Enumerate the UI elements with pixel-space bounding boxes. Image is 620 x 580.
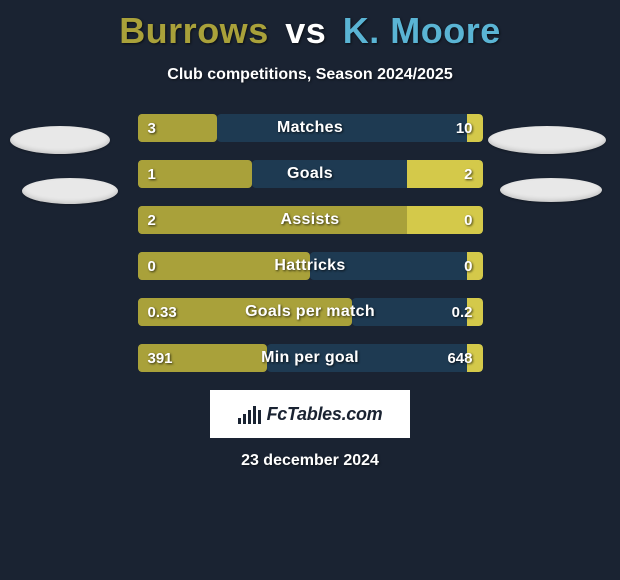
stat-value-left: 0 (148, 252, 156, 280)
stat-label: Goals (138, 160, 483, 188)
brand-bar (258, 410, 261, 424)
team-badge-left-1 (10, 126, 110, 154)
date-label: 23 december 2024 (0, 452, 620, 470)
player2-name: K. Moore (343, 10, 501, 51)
stat-value-right: 0.2 (452, 298, 473, 326)
brand-text: FcTables.com (267, 404, 383, 425)
brand-badge: FcTables.com (210, 390, 410, 438)
stat-row: Matches3 10 (138, 114, 483, 142)
stat-row: Hattricks0 0 (138, 252, 483, 280)
brand-bar (238, 418, 241, 424)
stat-label: Assists (138, 206, 483, 234)
player1-name: Burrows (119, 10, 269, 51)
stat-value-right: 10 (456, 114, 473, 142)
stat-value-left: 0.33 (148, 298, 177, 326)
stat-value-right: 648 (447, 344, 472, 372)
stats-chart: Matches310Goals12Assists20Hattricks00Goa… (0, 114, 620, 372)
stat-label: Hattricks (138, 252, 483, 280)
stat-label: Goals per match (138, 298, 483, 326)
subtitle: Club competitions, Season 2024/2025 (0, 66, 620, 84)
brand-bars-icon (238, 404, 261, 424)
stat-label: Min per goal (138, 344, 483, 372)
stat-row: Goals1 2 (138, 160, 483, 188)
team-badge-left-2 (22, 178, 118, 204)
stat-value-left: 3 (148, 114, 156, 142)
brand-bar (248, 410, 251, 424)
team-badge-right-2 (500, 178, 602, 202)
stat-value-right: 0 (464, 252, 472, 280)
stat-value-left: 2 (148, 206, 156, 234)
stat-value-right: 0 (464, 206, 472, 234)
brand-bar (243, 414, 246, 424)
stat-value-left: 1 (148, 160, 156, 188)
vs-label: vs (285, 10, 326, 51)
stat-row: Min per goal391 648 (138, 344, 483, 372)
stat-value-right: 2 (464, 160, 472, 188)
brand-bar (253, 406, 256, 424)
team-badge-right-1 (488, 126, 606, 154)
stat-bars: Matches310Goals12Assists20Hattricks00Goa… (138, 114, 483, 372)
page-title: Burrows vs K. Moore (0, 0, 620, 52)
stat-row: Assists2 0 (138, 206, 483, 234)
stat-value-left: 391 (148, 344, 173, 372)
stat-row: Goals per match0.33 0.2 (138, 298, 483, 326)
stat-label: Matches (138, 114, 483, 142)
